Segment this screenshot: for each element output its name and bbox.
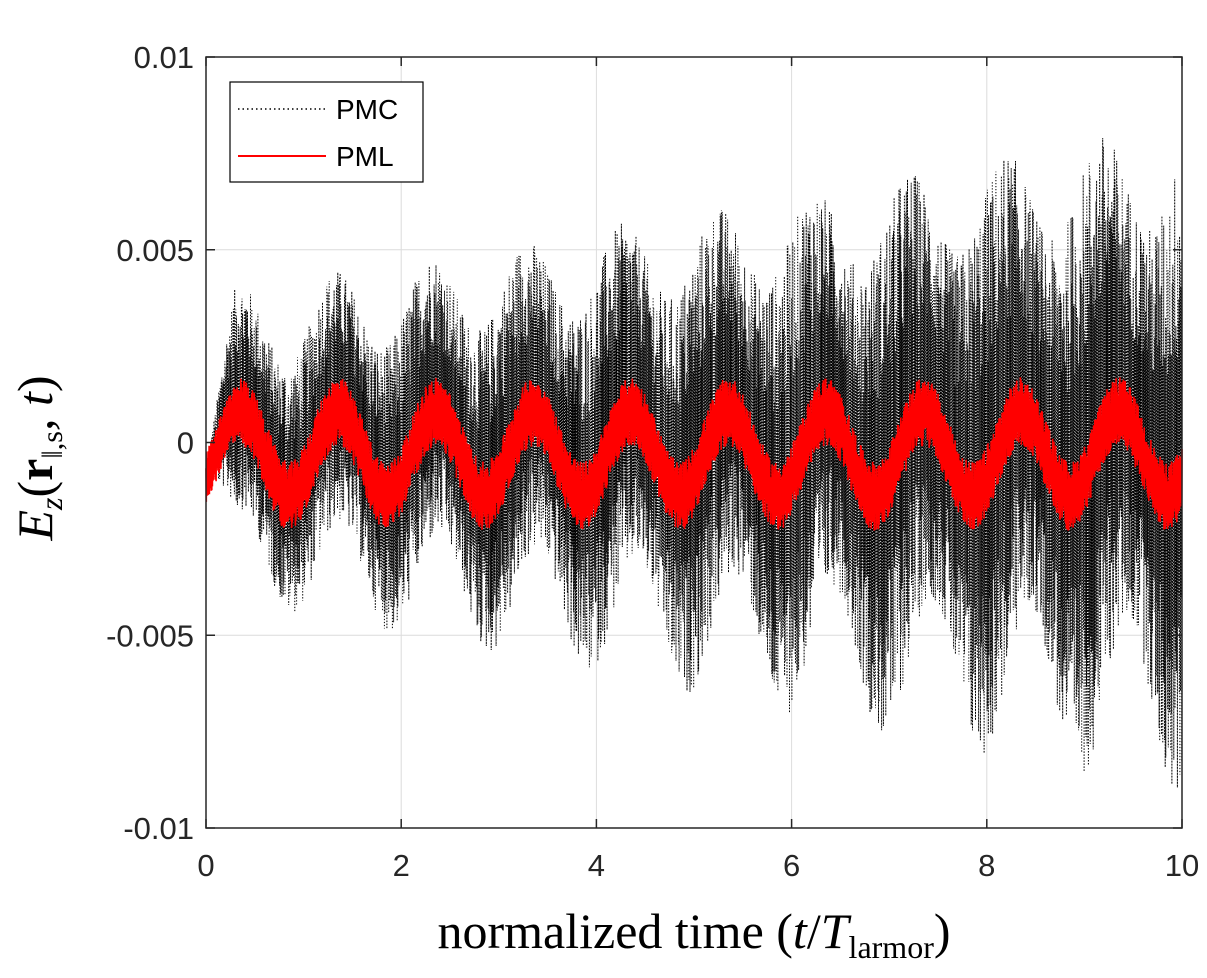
legend-pmc-label: PMC [336,94,398,125]
x-tick-labels: 0 2 4 6 8 10 [197,848,1199,883]
y-axis-label-comma-t: , t [7,391,63,431]
x-axis-label-T: T [821,903,852,959]
y-tick-labels: -0.01 -0.005 0 0.005 0.01 [106,40,194,846]
y-tick-label: -0.005 [106,618,194,653]
x-tick-label: 8 [978,848,995,883]
y-axis-label-sub: ‖,s [36,431,69,459]
x-tick-label: 6 [783,848,800,883]
legend-pml-label: PML [336,141,394,172]
y-axis-label-z: z [33,497,69,511]
y-tick-label: -0.01 [123,811,194,846]
series-pml [205,377,1183,531]
y-axis-label-open: ( [7,481,63,498]
y-tick-label: 0.01 [134,40,194,75]
x-axis-label-slash: / [807,903,821,959]
y-axis-label-close: ) [7,375,63,392]
legend: PMC PML [229,81,424,183]
y-tick-label: 0.005 [116,233,194,268]
y-axis-label-r: r [7,459,63,481]
pml-line [205,377,1183,531]
y-axis-label: Ez(r‖,s, t) [7,375,69,541]
x-tick-label: 10 [1165,848,1199,883]
x-axis-label-sub: larmor [849,929,935,965]
x-tick-label: 2 [393,848,410,883]
y-axis-label-E: E [7,510,63,542]
axis-ticks [205,56,1183,829]
x-axis-label-prefix: normalized time ( [438,903,793,959]
x-axis-label-var: t [793,903,808,959]
x-axis-label-suffix: ) [934,903,951,959]
legend-box [229,81,424,183]
y-tick-label: 0 [177,426,194,461]
x-tick-label: 0 [197,848,214,883]
x-tick-label: 4 [588,848,605,883]
x-axis-label: normalized time (t/Tlarmor) [438,903,951,965]
